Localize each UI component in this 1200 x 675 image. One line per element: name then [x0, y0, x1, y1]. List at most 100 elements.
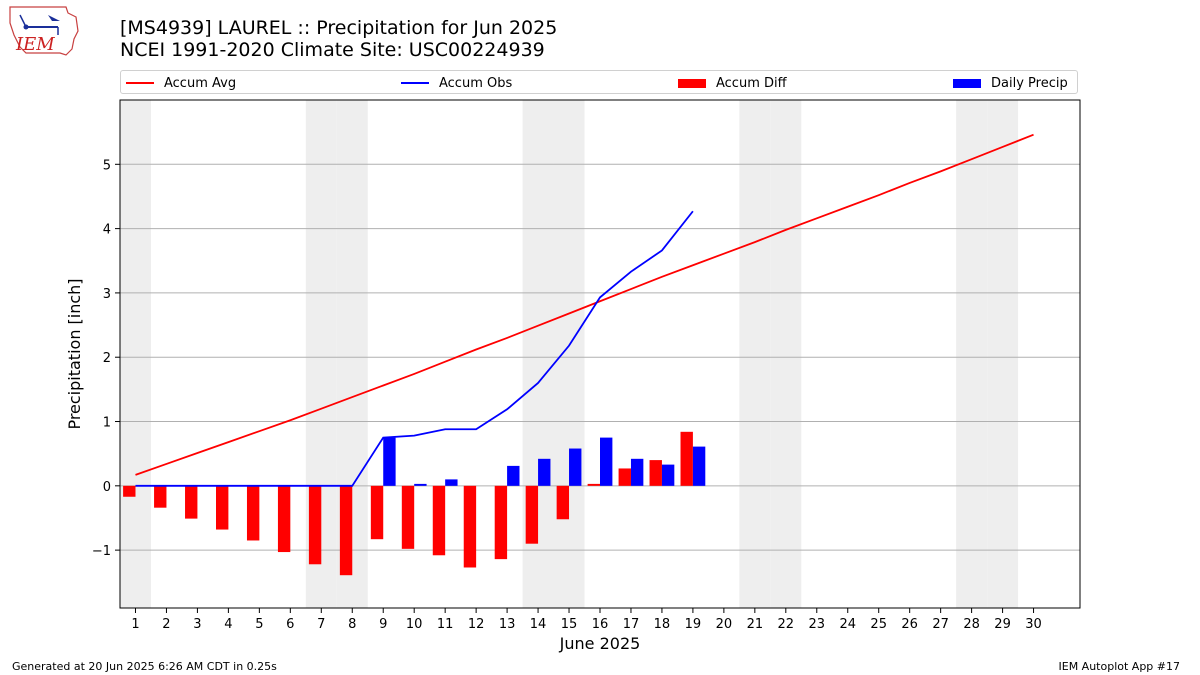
weekend-band — [739, 100, 771, 608]
x-tick-label: 22 — [778, 617, 795, 632]
accum-diff-bar — [216, 485, 229, 530]
gridlines — [120, 163, 1080, 551]
accum-diff-bar — [587, 483, 600, 486]
legend-label: Accum Obs — [439, 75, 513, 91]
daily-precip-bar — [692, 446, 706, 486]
daily-precip-bar — [445, 479, 458, 486]
legend-item-accum-diff: Accum Diff — [678, 74, 787, 92]
daily-precip-bar — [661, 464, 675, 486]
accum-diff-bar — [401, 485, 415, 549]
footer-app: IEM Autoplot App #17 — [1058, 660, 1181, 673]
x-tick-label: 17 — [623, 617, 640, 632]
y-tick-label: 2 — [103, 351, 111, 366]
svg-text:IEM: IEM — [15, 34, 55, 55]
accum-diff-bar — [649, 460, 662, 486]
iem-logo: IEM — [6, 5, 82, 63]
lines — [135, 133, 1034, 487]
x-tick-label: 10 — [406, 617, 423, 632]
x-tick-label: 9 — [379, 617, 387, 632]
y-axis-label: Precipitation [inch] — [65, 278, 84, 429]
y-tick-label: 5 — [103, 158, 111, 173]
legend-swatch — [678, 78, 706, 88]
x-tick-label: 25 — [870, 617, 887, 632]
x-tick-label: 8 — [348, 617, 356, 632]
x-tick-label: 2 — [162, 617, 170, 632]
x-tick-label: 19 — [685, 617, 702, 632]
legend-label: Daily Precip — [991, 75, 1068, 91]
accum-diff-bar — [432, 485, 446, 556]
y-tick-label: 3 — [103, 287, 111, 302]
x-tick-label: 29 — [994, 617, 1011, 632]
accum-diff-bar — [680, 431, 693, 486]
weekend-shading — [120, 100, 1019, 608]
accum-diff-bar — [463, 485, 477, 568]
legend-swatch — [401, 82, 429, 84]
y-tick-label: 0 — [103, 480, 111, 495]
accum-obs-line — [135, 210, 694, 487]
daily-precip-bar — [414, 483, 427, 486]
legend-item-daily-precip: Daily Precip — [953, 74, 1068, 92]
weekend-band — [770, 100, 802, 608]
daily-precip-bar — [600, 437, 613, 486]
x-tick-label: 5 — [255, 617, 263, 632]
y-tick-label: 1 — [103, 416, 111, 431]
weekend-band — [120, 100, 151, 608]
x-tick-label: 24 — [839, 617, 856, 632]
accum-diff-bar — [185, 485, 198, 519]
x-tick-label: 16 — [592, 617, 609, 632]
x-tick-label: 13 — [499, 617, 516, 632]
x-tick-label: 18 — [654, 617, 671, 632]
x-tick-label: 1 — [131, 617, 139, 632]
x-tick-label: 27 — [932, 617, 949, 632]
x-tick-label: 7 — [317, 617, 325, 632]
accum-diff-bar — [556, 485, 570, 520]
x-axis-label: June 2025 — [559, 634, 641, 653]
chart-subtitle: NCEI 1991-2020 Climate Site: USC00224939 — [120, 39, 545, 61]
accum-diff-bar — [246, 485, 260, 541]
legend-label: Accum Diff — [716, 75, 787, 91]
accum-diff-bar — [277, 485, 291, 553]
x-tick-label: 28 — [963, 617, 980, 632]
legend-label: Accum Avg — [164, 75, 237, 91]
x-tick-label: 21 — [747, 617, 764, 632]
x-tick-label: 23 — [809, 617, 826, 632]
legend-swatch — [126, 82, 154, 84]
x-tick-label: 6 — [286, 617, 294, 632]
x-tick-label: 26 — [901, 617, 918, 632]
y-tick-label: 4 — [103, 223, 111, 238]
daily-precip-bar — [383, 437, 396, 486]
plot-frame — [119, 99, 1081, 609]
daily-precip-bar — [538, 458, 551, 486]
accum-diff-bar — [339, 485, 353, 576]
bars — [123, 431, 706, 576]
daily-precip-bar — [569, 448, 582, 486]
weekend-band — [987, 100, 1019, 608]
accum-diff-bar — [525, 485, 539, 544]
x-tick-label: 12 — [468, 617, 485, 632]
accum-diff-bar — [618, 468, 631, 486]
footer-generated: Generated at 20 Jun 2025 6:26 AM CDT in … — [12, 660, 277, 673]
x-tick-label: 4 — [224, 617, 232, 632]
chart-title: [MS4939] LAUREL :: Precipitation for Jun… — [120, 17, 558, 39]
accum-diff-bar — [494, 485, 508, 560]
weekend-band — [956, 100, 988, 608]
daily-precip-bar — [507, 465, 520, 486]
accum-diff-bar — [123, 485, 136, 497]
legend-swatch — [953, 78, 981, 88]
x-tick-label: 14 — [530, 617, 547, 632]
legend-item-accum-avg: Accum Avg — [126, 74, 236, 92]
accum-avg-line — [135, 133, 1034, 476]
accum-diff-bar — [370, 485, 384, 540]
y-tick-label: −1 — [92, 544, 111, 559]
x-tick-label: 20 — [716, 617, 733, 632]
x-tick-label: 15 — [561, 617, 578, 632]
x-tick-label: 11 — [437, 617, 454, 632]
x-tick-label: 30 — [1025, 617, 1042, 632]
accum-diff-bar — [308, 485, 322, 565]
daily-precip-bar — [630, 458, 644, 486]
accum-diff-bar — [154, 485, 167, 508]
legend: Accum Avg Accum Obs Accum Diff Daily Pre… — [120, 70, 1078, 94]
x-tick-label: 3 — [193, 617, 201, 632]
